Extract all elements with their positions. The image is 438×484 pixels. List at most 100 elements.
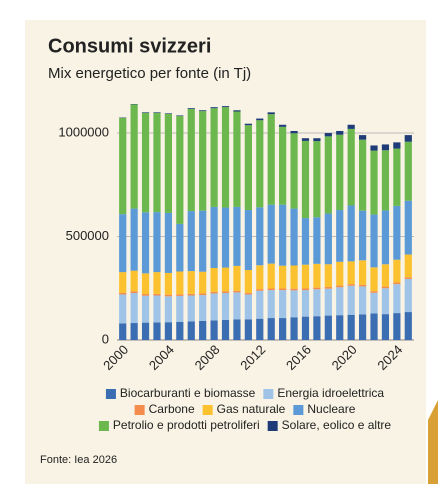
bar-segment	[153, 272, 161, 294]
bar-segment	[370, 267, 378, 292]
bar-segment	[199, 271, 207, 294]
bar-segment	[313, 316, 321, 340]
bar-segment	[187, 108, 195, 110]
bar-segment	[404, 254, 412, 278]
legend-label: Nucleare	[307, 402, 355, 416]
bar-segment	[290, 208, 298, 266]
bar-segment	[233, 265, 241, 291]
y-tick-label: 1000000	[58, 124, 109, 139]
bar-segment	[130, 293, 138, 324]
bar-segment	[130, 323, 138, 340]
bar-segment	[267, 318, 275, 340]
bar-segment	[358, 284, 367, 287]
bar-segment	[153, 293, 161, 296]
decoration	[428, 400, 438, 484]
bar-segment	[290, 288, 298, 291]
bar-segment	[324, 136, 332, 214]
bar-segment	[187, 293, 195, 296]
legend-label: Carbone	[149, 402, 195, 416]
bar-segment	[358, 260, 367, 285]
bar-segment	[336, 134, 344, 211]
source: Fonte: Iea 2026	[40, 454, 117, 466]
bar-segment	[187, 321, 195, 340]
bar-segment	[336, 130, 344, 135]
bar-segment	[141, 112, 150, 113]
bar-segment	[256, 207, 264, 266]
bar-segment	[210, 108, 218, 207]
legend-label: Gas naturale	[217, 402, 286, 416]
bar-segment	[141, 294, 150, 296]
bar-segment	[393, 313, 401, 340]
legend-swatch	[134, 405, 145, 415]
bar-segment	[199, 293, 207, 296]
legend-label: Energia idroelettrica	[277, 386, 384, 400]
bar-segment	[141, 112, 150, 213]
bar-segment	[267, 204, 275, 264]
bar-segment	[256, 265, 264, 290]
bar-segment	[176, 116, 184, 224]
bar-segment	[347, 261, 355, 285]
bar-segment	[404, 141, 412, 201]
bar-segment	[256, 118, 264, 121]
bar-segment	[324, 315, 332, 340]
bar-segment	[221, 291, 230, 294]
bar-segment	[279, 290, 287, 319]
bar-segment	[119, 323, 127, 340]
bar-segment	[290, 290, 298, 318]
bar-segment	[153, 322, 161, 340]
bar-segment	[119, 294, 127, 324]
bar-segment	[324, 213, 332, 265]
bar-segment	[279, 124, 287, 127]
bar-segment	[233, 319, 241, 340]
legend-swatch	[293, 405, 304, 415]
bar-segment	[176, 115, 184, 117]
bar-segment	[176, 321, 184, 340]
bar-segment	[210, 206, 218, 268]
bar-segment	[164, 272, 173, 295]
bar-segment	[164, 294, 173, 297]
bar-segment	[313, 217, 321, 264]
bar-segment	[187, 211, 195, 272]
bar-segment	[381, 264, 390, 287]
bar-segment	[347, 124, 355, 129]
bar-segment	[358, 314, 367, 340]
bar-segment	[381, 210, 390, 265]
legend-swatch	[267, 421, 278, 431]
bar-segment	[393, 284, 401, 314]
bar-segment	[244, 294, 252, 320]
bar-segment	[199, 210, 207, 272]
bar-segment	[256, 289, 264, 291]
bar-segment	[381, 286, 390, 289]
bar-segment	[324, 133, 332, 137]
bar-segment	[244, 125, 252, 211]
bar-segment	[187, 109, 195, 212]
bar-segment	[267, 112, 275, 115]
bar-segment	[187, 271, 195, 294]
legend-swatch	[105, 389, 116, 399]
bar-segment	[370, 313, 378, 340]
bar-segment	[324, 287, 332, 289]
bar-segment	[221, 319, 230, 340]
bar-segment	[164, 212, 173, 273]
bar-segment	[381, 144, 390, 151]
bar-segment	[267, 263, 275, 289]
bar-segment	[199, 320, 207, 340]
bar-segment	[210, 107, 218, 109]
bar-segment	[130, 270, 138, 292]
legend-swatch	[98, 421, 109, 431]
bar-segment	[313, 289, 321, 317]
bar-segment	[301, 218, 310, 265]
y-tick-label: 0	[102, 331, 109, 346]
bar-segment	[244, 210, 252, 271]
bar-segment	[210, 320, 218, 340]
bar-segment	[313, 141, 321, 218]
bar-segment	[279, 265, 287, 289]
bar-segment	[370, 145, 378, 151]
bar-segment	[290, 317, 298, 340]
bar-segment	[153, 295, 161, 323]
bar-segment	[267, 288, 275, 291]
bar-segment	[233, 290, 241, 293]
bar-segment	[336, 315, 344, 340]
legend-swatch	[263, 389, 274, 399]
